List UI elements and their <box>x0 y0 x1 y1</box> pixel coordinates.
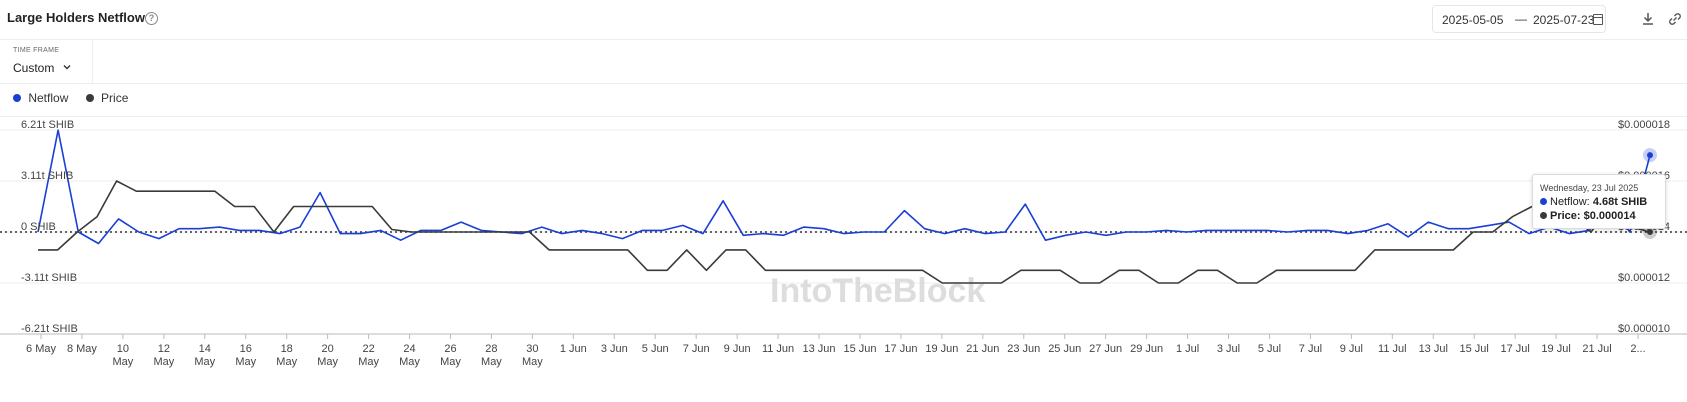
y-right-tick-label: $0.000010 <box>1618 323 1670 335</box>
x-tick-label: 22 May <box>358 343 379 368</box>
watermark: IntoTheBlock <box>770 272 985 310</box>
legend-item-netflow[interactable]: Netflow <box>13 91 68 105</box>
hover-point-netflow <box>1647 152 1653 159</box>
x-tick-label: 21 Jul <box>1582 343 1611 355</box>
y-left-tick-label: 3.11t SHIB <box>21 170 73 182</box>
tooltip-price-label: Price: <box>1550 210 1581 222</box>
chart-tooltip: Wednesday, 23 Jul 2025 Netflow: 4.68t SH… <box>1532 174 1666 229</box>
page-title: Large Holders Netflow <box>7 10 145 25</box>
tooltip-price-value: $0.000014 <box>1583 210 1636 222</box>
x-tick-label: 9 Jul <box>1340 343 1363 355</box>
x-tick-label: 14 May <box>194 343 215 368</box>
x-tick-label: 13 Jun <box>803 343 836 355</box>
chevron-down-icon[interactable] <box>62 62 72 72</box>
x-tick-label: 17 Jun <box>884 343 917 355</box>
hover-point-price <box>1647 229 1653 235</box>
y-right-tick-label: $0.000012 <box>1618 272 1670 284</box>
x-tick-label: 20 May <box>317 343 338 368</box>
legend-dot-icon <box>85 94 94 102</box>
divider <box>0 116 1687 117</box>
date-to[interactable]: 2025-07-23 <box>1533 13 1595 27</box>
legend-label: Price <box>101 91 129 105</box>
tooltip-netflow: Netflow: 4.68t SHIB <box>1540 196 1647 208</box>
download-icon[interactable] <box>1640 11 1656 27</box>
x-tick-label: 19 Jul <box>1541 343 1570 355</box>
legend-dot-icon <box>13 94 21 102</box>
x-tick-label: 23 Jun <box>1007 343 1040 355</box>
chart-header: Large Holders Netflow ? 2025-05-05 — 202… <box>0 0 1687 40</box>
chart-legend: Netflow Price <box>13 91 142 105</box>
date-from[interactable]: 2025-05-05 <box>1442 13 1504 27</box>
x-tick-label: 7 Jul <box>1299 343 1322 355</box>
x-tick-label: 1 Jun <box>560 343 587 355</box>
date-range-picker[interactable]: 2025-05-05 — 2025-07-23 <box>1432 5 1606 33</box>
y-left-tick-label: 0 SHIB <box>21 221 56 233</box>
x-tick-label: 3 Jun <box>601 343 628 355</box>
y-left-tick-label: -6.21t SHIB <box>21 323 78 335</box>
x-tick-label: 8 May <box>67 343 97 355</box>
x-tick-label: 7 Jun <box>683 343 710 355</box>
x-tick-label: 16 May <box>235 343 256 368</box>
y-left-tick-label: -3.11t SHIB <box>21 272 77 284</box>
x-tick-label: 10 May <box>113 343 134 368</box>
series-line-price <box>38 180 1651 284</box>
x-tick-label: 29 Jun <box>1130 343 1163 355</box>
x-tick-label: 5 Jun <box>642 343 669 355</box>
date-separator: — <box>1515 12 1527 26</box>
x-tick-label: 9 Jun <box>724 343 751 355</box>
x-tick-label: 17 Jul <box>1500 343 1529 355</box>
netflow-price-chart: IntoTheBlock 6.21t SHIB $0.000018 3.11t SH… <box>0 119 1687 368</box>
x-tick-label: 30 May <box>522 343 543 368</box>
timeframe-selector[interactable]: TIME FRAME Custom <box>0 40 93 83</box>
y-left-tick-label: 6.21t SHIB <box>21 119 74 131</box>
series-line-netflow <box>37 129 1651 245</box>
price-dot-icon <box>1540 212 1547 219</box>
x-tick-label: 24 May <box>399 343 420 368</box>
help-icon[interactable]: ? <box>145 12 158 25</box>
netflow-dot-icon <box>1540 198 1547 205</box>
x-tick-label: 19 Jun <box>925 343 958 355</box>
x-tick-label: 18 May <box>276 343 297 368</box>
x-tick-label: 2... <box>1630 343 1645 355</box>
y-right-tick-label: $0.000018 <box>1618 119 1670 131</box>
legend-item-price[interactable]: Price <box>85 91 129 105</box>
tooltip-netflow-value: 4.68t SHIB <box>1592 196 1648 208</box>
x-tick-label: 11 Jul <box>1378 343 1407 355</box>
timeframe-label: TIME FRAME <box>13 47 60 54</box>
x-tick-label: 28 May <box>481 343 502 368</box>
x-tick-label: 6 May <box>26 343 56 355</box>
x-tick-label: 26 May <box>440 343 461 368</box>
x-tick-label: 11 Jun <box>762 343 794 355</box>
x-tick-label: 5 Jul <box>1258 343 1281 355</box>
x-tick-label: 13 Jul <box>1419 343 1448 355</box>
x-tick-label: 15 Jul <box>1460 343 1489 355</box>
tooltip-date: Wednesday, 23 Jul 2025 <box>1540 183 1639 193</box>
legend-label: Netflow <box>28 91 69 105</box>
x-tick-label: 15 Jun <box>843 343 876 355</box>
x-tick-label: 27 Jun <box>1089 343 1122 355</box>
link-icon[interactable] <box>1667 11 1683 27</box>
timeframe-value[interactable]: Custom <box>13 61 55 75</box>
calendar-icon[interactable] <box>1593 14 1603 25</box>
divider <box>0 83 1687 84</box>
x-tick-label: 21 Jun <box>966 343 999 355</box>
x-tick-label: 12 May <box>153 343 174 368</box>
tooltip-price: Price: $0.000014 <box>1540 210 1636 222</box>
x-tick-label: 3 Jul <box>1217 343 1240 355</box>
tooltip-netflow-label: Netflow: <box>1550 196 1590 208</box>
x-tick-label: 1 Jul <box>1176 343 1199 355</box>
x-tick-label: 25 Jun <box>1048 343 1081 355</box>
